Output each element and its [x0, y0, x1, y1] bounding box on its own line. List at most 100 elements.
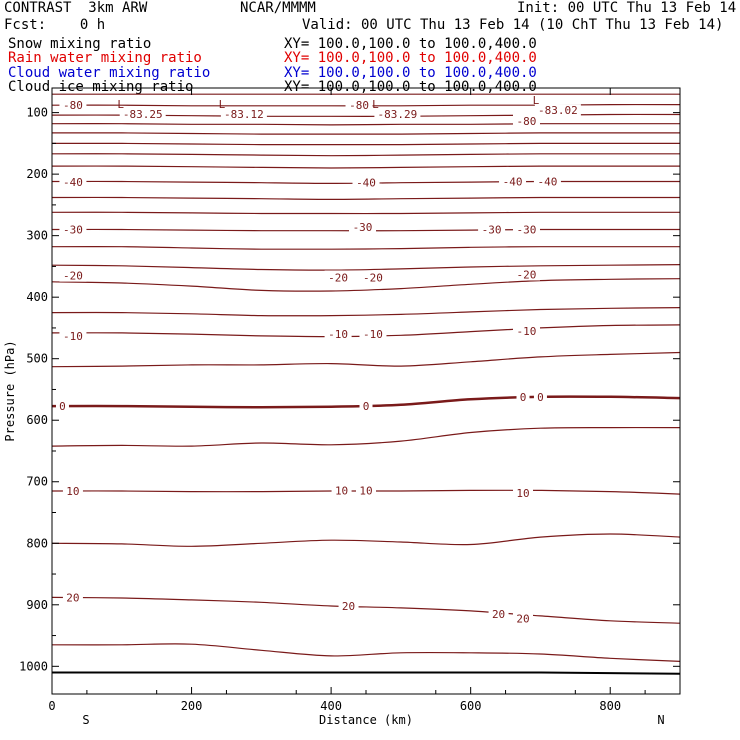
contour-label: 20 [342, 600, 355, 613]
low-marker: L [117, 98, 124, 111]
temperature-contour [51, 264, 681, 271]
low-value-label: -83.29 [378, 108, 418, 121]
contour-label: 0 [537, 391, 544, 404]
contour-label: -20 [363, 271, 383, 284]
contour-label-bg [359, 327, 387, 341]
temperature-contour [51, 142, 680, 146]
contour-label-bg [356, 483, 376, 497]
y-tick-label: 400 [26, 290, 48, 304]
field-xy-rain: XY= 100.0,100.0 to 100.0,400.0 [284, 50, 537, 66]
field-xy-cloud-water: XY= 100.0,100.0 to 100.0,400.0 [284, 65, 537, 81]
contour-label-bg [533, 174, 561, 188]
low-value-label: -83.12 [224, 108, 264, 121]
x-tick-label: 400 [320, 699, 342, 713]
temperature-contour [51, 533, 681, 547]
x-axis-title: Distance (km) [319, 713, 413, 727]
contour-label-bg [359, 399, 373, 413]
contour-label: 20 [516, 612, 529, 625]
y-tick-label: 600 [26, 413, 48, 427]
y-tick-label: 100 [26, 106, 48, 120]
low-marker: L [372, 98, 379, 111]
contour-label: 10 [516, 487, 529, 500]
temperature-contour [51, 153, 680, 157]
contour-label-bg [516, 389, 530, 403]
temperature-contour [51, 196, 680, 201]
contour-label: 10 [335, 484, 348, 497]
contour-label: -40 [63, 176, 83, 189]
y-tick-label: 300 [26, 229, 48, 243]
y-axis-title: Pressure (hPa) [3, 340, 17, 441]
contour-label: 10 [66, 485, 79, 498]
contour-label-bg [324, 270, 352, 284]
low-label-bg [534, 104, 581, 117]
contour-label: -40 [356, 177, 376, 190]
contour-label: 0 [59, 400, 66, 413]
contour-label-bg [59, 98, 87, 112]
contour-label-bg [512, 324, 540, 338]
y-tick-label: 700 [26, 475, 48, 489]
y-tick-label: 1000 [19, 659, 48, 673]
contour-label: -40 [503, 176, 523, 189]
contour-label: -20 [517, 268, 537, 281]
contour-label-bg [478, 222, 506, 236]
contour-label-bg [59, 222, 87, 236]
field-name-rain: Rain water mixing ratio [8, 50, 202, 66]
contour-label-bg [513, 485, 533, 499]
contour-label: -30 [63, 224, 83, 237]
contour-label: -10 [363, 328, 383, 341]
contour-label: -20 [328, 271, 348, 284]
field-name-cloud-water: Cloud water mixing ratio [8, 65, 211, 81]
contour-label: -10 [517, 325, 537, 338]
contour-label: 0 [520, 391, 527, 404]
x-tick-label: 200 [181, 699, 203, 713]
temperature-contour [51, 246, 680, 250]
valid-time: Valid: 00 UTC Thu 13 Feb 14 (10 ChT Thu … [302, 17, 724, 33]
section-end-label: N [657, 713, 664, 727]
low-value-label: -83.02 [538, 104, 578, 117]
temperature-contour [51, 123, 680, 126]
y-tick-label: 200 [26, 167, 48, 181]
y-tick-label: 800 [26, 536, 48, 550]
contour-label-bg [55, 399, 69, 413]
contour-label: 10 [359, 484, 372, 497]
contour-label: -30 [353, 221, 373, 234]
contour-label-layer: -80 -80 -80 -40 -40 -40 -40 -30 -30 -30 -30 -20 -20 -… [55, 94, 581, 625]
contour-label-bg [512, 114, 540, 128]
contour-label-bg [331, 483, 352, 497]
contour-label-bg [512, 222, 540, 236]
temperature-contour [51, 211, 680, 215]
x-tick-label: 600 [460, 699, 482, 713]
contour-label-bg [59, 175, 87, 189]
contour-label: -30 [517, 224, 537, 237]
y-tick-label: 900 [26, 598, 48, 612]
contour-label-bg [324, 327, 352, 341]
init-time: Init: 00 UTC Thu 13 Feb 14 [517, 0, 737, 16]
contour-label: -10 [63, 330, 83, 343]
contour-label-bg [513, 611, 533, 625]
x-tick-label: 0 [48, 699, 55, 713]
low-label-bg [119, 107, 166, 120]
model-title: CONTRAST 3km ARW [4, 0, 148, 16]
contour-label: -80 [517, 115, 537, 128]
contour-label: 20 [66, 591, 79, 604]
temperature-contour [51, 596, 681, 624]
field-xy-snow: XY= 100.0,100.0 to 100.0,400.0 [284, 36, 537, 52]
temperature-contour [51, 426, 681, 447]
contour-label: -80 [349, 99, 369, 112]
contour-label-bg [59, 268, 87, 282]
contour-label: -30 [482, 224, 502, 237]
contour-label: -80 [63, 99, 83, 112]
contour-label-bg [338, 599, 359, 613]
low-label-bg [220, 107, 267, 120]
section-start-label: S [82, 713, 89, 727]
temperature-contour [51, 643, 681, 662]
contour-label-bg [512, 267, 540, 281]
temperature-contour [51, 132, 680, 135]
contour-label-bg [488, 607, 509, 621]
temperature-contour [51, 278, 681, 292]
contour-label: -40 [537, 176, 557, 189]
contour-label: -10 [328, 328, 348, 341]
low-value-label: -83.25 [123, 108, 163, 121]
contour-label: 0 [363, 400, 370, 413]
